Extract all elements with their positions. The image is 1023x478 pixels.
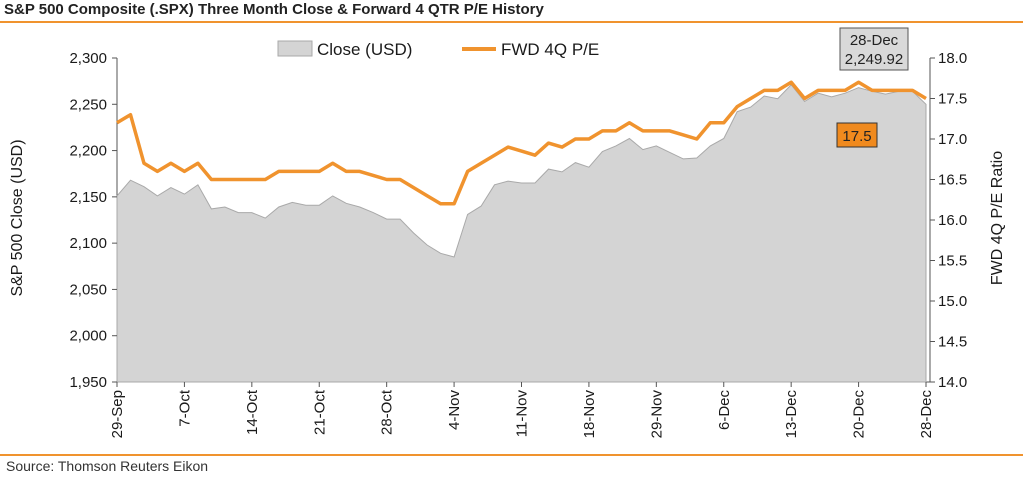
bottom-rule xyxy=(0,454,1023,456)
close-label-value: 2,249.92 xyxy=(845,51,903,68)
left-tick-label: 1,950 xyxy=(69,374,107,391)
right-tick-label: 15.0 xyxy=(938,293,967,310)
close-area xyxy=(116,84,927,383)
left-tick-label: 2,100 xyxy=(69,235,107,252)
x-tick-label: 14-Oct xyxy=(244,389,261,435)
right-tick-label: 16.5 xyxy=(938,172,967,189)
x-axis-ticks: 29-Sep 7-Oct 14-Oct 21-Oct 28-Oct 4-Nov 11-Nov… xyxy=(109,382,935,438)
right-tick-label: 15.5 xyxy=(938,253,967,270)
left-axis-ticks: 1,950 2,000 2,050 2,100 2,150 2,200 2,250 2,300 xyxy=(69,50,117,391)
x-tick-label: 4-Nov xyxy=(446,390,463,431)
right-tick-label: 17.5 xyxy=(938,91,967,108)
close-value-label: 28-Dec 2,249.92 xyxy=(839,27,909,71)
left-tick-label: 2,250 xyxy=(69,96,107,113)
left-tick-label: 2,200 xyxy=(69,143,107,160)
pe-label-value: 17.5 xyxy=(842,128,871,145)
x-tick-label: 29-Nov xyxy=(648,390,665,439)
left-tick-label: 2,300 xyxy=(69,50,107,67)
x-tick-label: 21-Oct xyxy=(311,389,328,435)
source-note: Source: Thomson Reuters Eikon xyxy=(6,458,209,474)
right-axis-label: FWD 4Q P/E Ratio xyxy=(989,151,1006,285)
pe-value-label: 17.5 xyxy=(836,122,878,148)
pe-line xyxy=(116,80,927,206)
x-tick-label: 28-Dec xyxy=(918,390,935,439)
right-axis-ticks: 14.0 14.5 15.0 15.5 16.0 16.5 17.0 17.5 18.0 xyxy=(930,50,967,391)
x-tick-label: 18-Nov xyxy=(581,390,598,439)
x-tick-label: 28-Oct xyxy=(379,389,396,435)
x-tick-label: 20-Dec xyxy=(851,390,868,439)
legend-close-label: Close (USD) xyxy=(317,40,412,59)
legend-close-swatch xyxy=(277,40,313,57)
right-tick-label: 18.0 xyxy=(938,50,967,67)
right-tick-label: 14.5 xyxy=(938,334,967,351)
right-tick-label: 14.0 xyxy=(938,374,967,391)
left-tick-label: 2,000 xyxy=(69,328,107,345)
x-tick-label: 6-Dec xyxy=(716,390,733,431)
x-tick-label: 29-Sep xyxy=(109,390,126,438)
legend-pe-label: FWD 4Q P/E xyxy=(501,40,599,59)
top-rule xyxy=(0,21,1023,23)
left-axis-label: S&P 500 Close (USD) xyxy=(9,139,26,296)
chart-title: S&P 500 Composite (.SPX) Three Month Clo… xyxy=(4,1,544,18)
x-tick-label: 11-Nov xyxy=(514,390,531,438)
legend: Close (USD) FWD 4Q P/E xyxy=(277,40,599,59)
right-tick-label: 17.0 xyxy=(938,131,967,148)
x-tick-label: 7-Oct xyxy=(176,389,193,427)
right-tick-label: 16.0 xyxy=(938,212,967,229)
x-tick-label: 13-Dec xyxy=(783,390,800,439)
left-tick-label: 2,050 xyxy=(69,281,107,298)
close-label-date: 28-Dec xyxy=(850,32,899,49)
left-tick-label: 2,150 xyxy=(69,189,107,206)
